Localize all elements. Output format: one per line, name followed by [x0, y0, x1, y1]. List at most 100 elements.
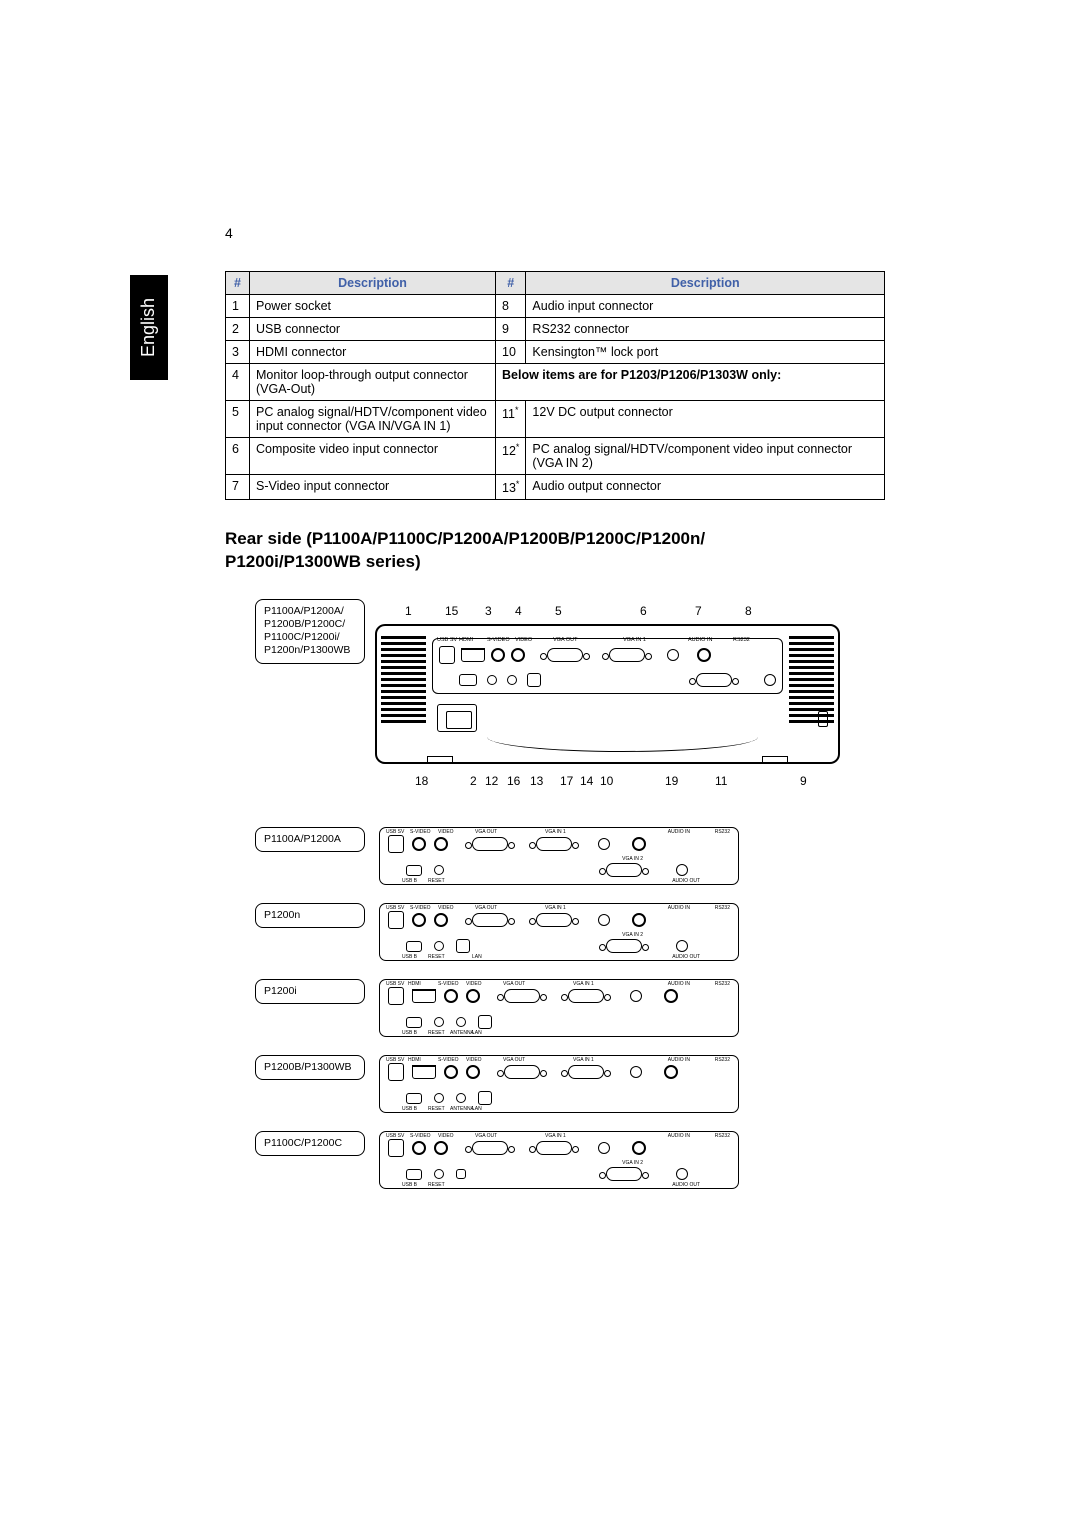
- callout-number: 14: [580, 774, 593, 788]
- section-title: Rear side (P1100A/P1100C/P1200A/P1200B/P…: [225, 528, 885, 574]
- table-row-num: 6: [226, 438, 250, 475]
- th-num-l: #: [226, 272, 250, 295]
- diagram-area: P1100A/P1200A/P1200B/P1200C/P1100C/P1200…: [255, 599, 885, 1189]
- variant-io-row-2: [388, 860, 730, 880]
- reset-port-icon: [434, 1093, 444, 1103]
- table-row-num: 8: [496, 295, 526, 318]
- table-row-desc: PC analog signal/HDTV/component video in…: [250, 401, 496, 438]
- table-row-num: 11*: [496, 401, 526, 438]
- callout-number: 1: [405, 604, 412, 618]
- svideo-port-icon: [412, 1141, 426, 1155]
- language-tab: English: [130, 275, 168, 380]
- usb-port-icon: [388, 911, 404, 929]
- lbl-rs232: RS232: [733, 638, 750, 644]
- callout-number: 2: [470, 774, 477, 788]
- variant-row: P1200nUSB SVS-VIDEOVIDEOVGA OUTVGA IN 1A…: [255, 903, 885, 961]
- lan-port-icon: [478, 1015, 492, 1029]
- vga-in1-port-icon: [536, 837, 572, 851]
- variant-io-panel: USB SVS-VIDEOVIDEOVGA OUTVGA IN 1AUDIO I…: [379, 1131, 739, 1189]
- svideo-port-icon: [412, 913, 426, 927]
- section-title-l2: P1200i/P1300WB series): [225, 552, 421, 571]
- callout-number: 18: [415, 774, 428, 788]
- variant-io-row-1: [388, 985, 730, 1007]
- usb-port-icon: [388, 987, 404, 1005]
- table-row-desc: Power socket: [250, 295, 496, 318]
- audio-in-port-icon: [630, 990, 642, 1002]
- th-desc-l: Description: [250, 272, 496, 295]
- variant-io-panel: USB SVS-VIDEOVIDEOVGA OUTVGA IN 1AUDIO I…: [379, 903, 739, 961]
- io-row-2: [439, 669, 776, 691]
- reset-port-icon: [434, 941, 444, 951]
- callout-number: 5: [555, 604, 562, 618]
- variant-list: P1100A/P1200AUSB SVS-VIDEOVIDEOVGA OUTVG…: [255, 827, 885, 1189]
- lbl-video: VIDEO: [515, 638, 532, 644]
- usbb-port-icon: [406, 941, 422, 952]
- audio-in-port-icon: [598, 1142, 610, 1154]
- table-row-desc: HDMI connector: [250, 341, 496, 364]
- table-row-num: 4: [226, 364, 250, 401]
- variant-model-box: P1200B/P1300WB: [255, 1055, 365, 1080]
- power-port-icon: [507, 675, 517, 685]
- svideo-port-icon: [444, 989, 458, 1003]
- reset-port-icon: [434, 1169, 444, 1179]
- variant-io-row-1: [388, 833, 730, 855]
- vga-in2-port-icon: [606, 939, 642, 953]
- projector-rear-drawing: USB SV HDMI S-VIDEO VIDEO VGA OUT VGA IN…: [375, 624, 840, 764]
- usb-port-icon: [388, 835, 404, 853]
- variant-io-panel: USB SVS-VIDEOVIDEOVGA OUTVGA IN 1AUDIO I…: [379, 827, 739, 885]
- vga-out-port-icon: [472, 837, 508, 851]
- lbl-vgaout: VGA OUT: [553, 638, 577, 644]
- lan-port-icon: [478, 1091, 492, 1105]
- usb-port-icon: [388, 1063, 404, 1081]
- top-diagram: P1100A/P1200A/P1200B/P1200C/P1100C/P1200…: [255, 599, 885, 819]
- table-row-desc: USB connector: [250, 318, 496, 341]
- variant-model-box: P1200i: [255, 979, 365, 1004]
- lan-port-icon: [456, 939, 470, 953]
- table-row-num: 9: [496, 318, 526, 341]
- vga-out-port-icon: [547, 648, 583, 662]
- vga-out-port-icon: [472, 913, 508, 927]
- table-row-desc: RS232 connector: [526, 318, 885, 341]
- variant-io-row-1: [388, 1061, 730, 1083]
- vga-out-port-icon: [504, 1065, 540, 1079]
- callout-number: 3: [485, 604, 492, 618]
- vga-out-port-icon: [504, 989, 540, 1003]
- usbb-port-icon: [406, 865, 422, 876]
- vga-in2-port-icon: [606, 863, 642, 877]
- callout-number: 4: [515, 604, 522, 618]
- antenna-port-icon: [456, 1017, 466, 1027]
- rs232-port-icon: [632, 837, 646, 851]
- usbb-port-icon: [406, 1093, 422, 1104]
- table-row-num: 13*: [496, 475, 526, 500]
- rs232-port-icon: [697, 648, 711, 662]
- usbb-port-icon: [406, 1017, 422, 1028]
- table-row-desc: S-Video input connector: [250, 475, 496, 500]
- vga-in2-port-icon: [696, 673, 732, 687]
- variant-io-row-2: [388, 936, 730, 956]
- table-row-desc: Audio input connector: [526, 295, 885, 318]
- video-port-icon: [511, 648, 525, 662]
- variant-io-row-2: [388, 1164, 730, 1184]
- vent-left: [381, 636, 426, 722]
- video-port-icon: [466, 989, 480, 1003]
- variant-io-row-2: [388, 1012, 730, 1032]
- description-table: # Description # Description 1Power socke…: [225, 271, 885, 500]
- variant-row: P1100A/P1200AUSB SVS-VIDEOVIDEOVGA OUTVG…: [255, 827, 885, 885]
- variant-io-panel: USB SVHDMIS-VIDEOVIDEOVGA OUTVGA IN 1AUD…: [379, 979, 739, 1037]
- top-model-box: P1100A/P1200A/P1200B/P1200C/P1100C/P1200…: [255, 599, 365, 664]
- rs232-port-icon: [664, 1065, 678, 1079]
- callout-number: 9: [800, 774, 807, 788]
- antenna-port-icon: [456, 1093, 466, 1103]
- variant-model-box: P1100C/P1200C: [255, 1131, 365, 1156]
- table-row-num: 10: [496, 341, 526, 364]
- audio-out-port-icon: [676, 1168, 688, 1180]
- rs232-port-icon: [632, 913, 646, 927]
- hdmi-port-icon: [412, 1065, 436, 1079]
- table-row-desc: Audio output connector: [526, 475, 885, 500]
- video-port-icon: [434, 913, 448, 927]
- callout-number: 8: [745, 604, 752, 618]
- svideo-port-icon: [412, 837, 426, 851]
- audio-in-port-icon: [598, 914, 610, 926]
- callout-number: 17: [560, 774, 573, 788]
- table-row-num: 7: [226, 475, 250, 500]
